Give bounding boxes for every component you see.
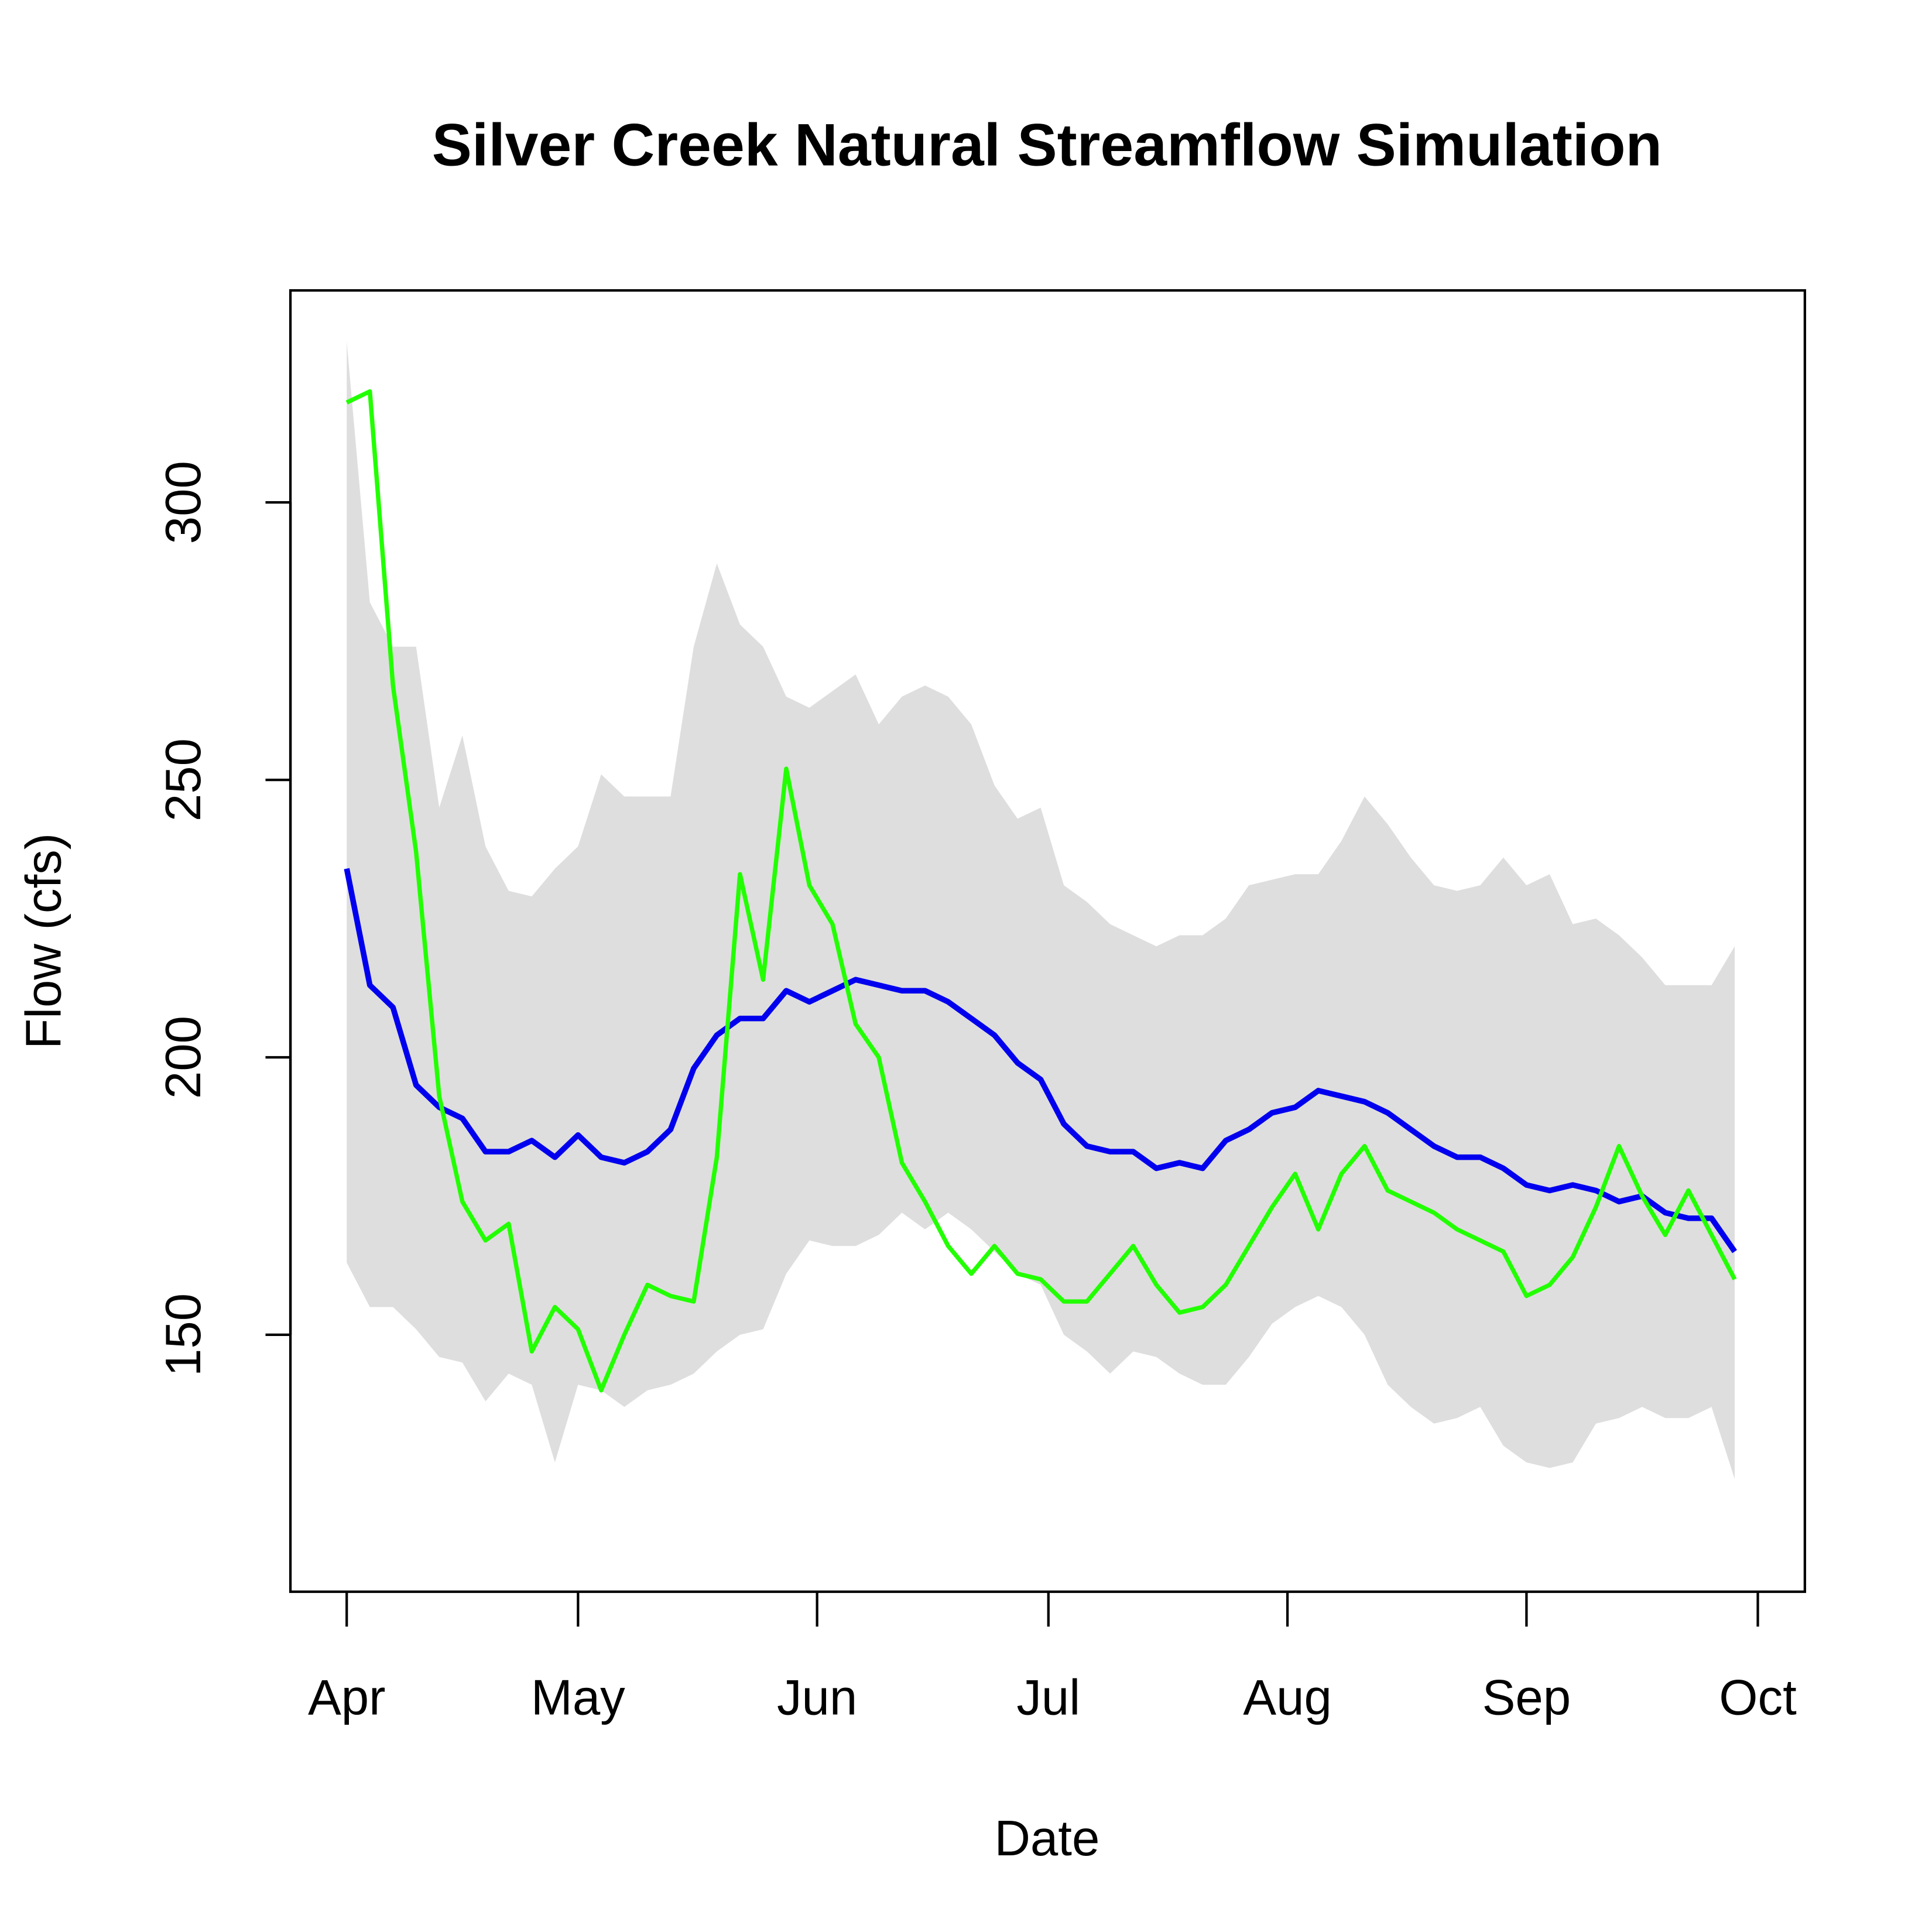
range-band [347, 341, 1735, 1479]
x-tick-label: Jul [1016, 1670, 1080, 1726]
series-line [345, 389, 1737, 1393]
chart-title: Silver Creek Natural Streamflow Simulati… [432, 111, 1662, 178]
y-tick-label: 200 [156, 1016, 211, 1099]
x-tick-label: Apr [308, 1670, 386, 1726]
y-tick-label: 250 [156, 738, 211, 821]
x-tick-label: Jun [777, 1670, 857, 1726]
series-line [344, 868, 1737, 1253]
y-axis-title: Flow (cfs) [16, 833, 71, 1049]
x-tick-label: Oct [1719, 1670, 1797, 1726]
x-tick-label: Sep [1482, 1670, 1571, 1726]
x-tick-label: Aug [1243, 1670, 1332, 1726]
x-tick-label: May [531, 1670, 625, 1726]
y-tick-label: 300 [156, 461, 211, 544]
y-tick-label: 150 [156, 1293, 211, 1376]
x-axis-title: Date [994, 1811, 1099, 1866]
